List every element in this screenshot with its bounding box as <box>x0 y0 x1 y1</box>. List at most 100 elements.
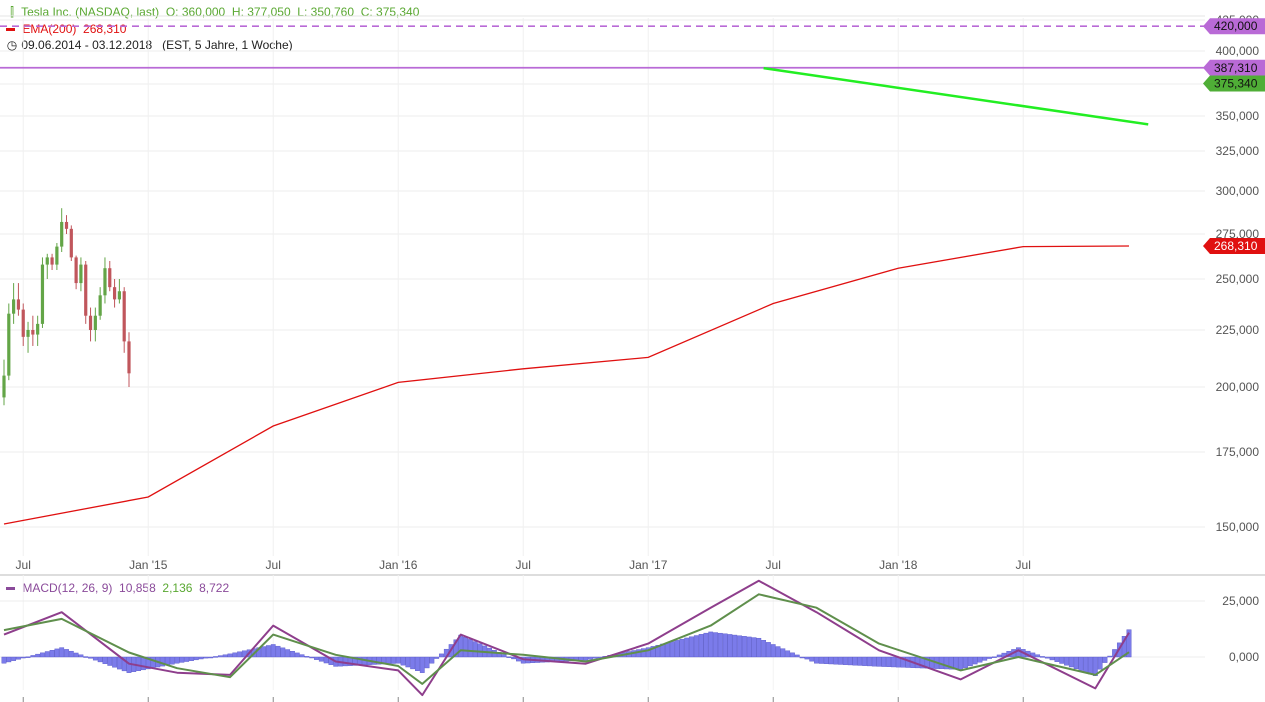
macd-histogram-bar <box>886 656 892 667</box>
macd-histogram-bar <box>1016 647 1021 658</box>
macd-histogram-bar <box>463 637 468 658</box>
candle-body-down <box>16 299 21 310</box>
macd-histogram-bar <box>809 656 815 662</box>
macd-histogram-bar <box>766 642 771 658</box>
macd-histogram-bar <box>203 656 209 659</box>
macd-histogram-bar <box>1054 656 1060 662</box>
macd-histogram-bar <box>842 656 848 665</box>
macd-histogram-bar <box>991 656 997 658</box>
macd-histogram-bar <box>198 656 204 660</box>
macd-histogram-bar <box>309 656 315 659</box>
macd-histogram-bar <box>780 648 786 658</box>
badge-shape <box>1203 59 1265 76</box>
candle-body-up <box>93 315 97 330</box>
macd-histogram-bar <box>160 656 166 667</box>
macd-histogram-bar <box>501 654 507 658</box>
macd-histogram-bar <box>698 634 704 658</box>
price-tick-label: 400,000 <box>1216 44 1260 58</box>
macd-histogram-bar <box>790 652 795 658</box>
macd-histogram-bar <box>179 656 185 663</box>
macd-histogram-bar <box>237 651 242 658</box>
signal-line <box>3 593 1130 685</box>
macd-histogram-bar <box>395 656 401 664</box>
macd-histogram-bar <box>506 656 512 658</box>
clock-icon: ◷ <box>6 38 18 52</box>
candle-body-up <box>26 330 30 337</box>
macd-tick-label: 25,000 <box>1222 594 1259 608</box>
macd-histogram-bar <box>112 656 117 668</box>
macd-histogram-bar <box>967 656 973 667</box>
macd-histogram-bar <box>88 656 93 659</box>
macd-histogram-bar <box>193 656 199 661</box>
candle-body-up <box>55 246 59 265</box>
macd-histogram-bar <box>987 656 992 659</box>
macd-histogram-bar <box>102 656 108 664</box>
trendline <box>763 66 1149 126</box>
candle-body-up <box>117 291 121 300</box>
macd-line <box>3 579 1130 697</box>
price-badge-ema: 268,310 <box>1203 238 1265 255</box>
candle-body-up <box>79 264 83 284</box>
macd-histogram-bar <box>814 656 819 664</box>
macd-histogram-bar <box>1097 656 1103 670</box>
candle-body-down <box>112 287 117 300</box>
macd-histogram-bar <box>881 656 887 667</box>
badge-shape <box>1203 238 1265 255</box>
ema-value: 268,310 <box>83 22 127 36</box>
candle-body-up <box>103 268 107 296</box>
candle-body-up <box>45 257 49 265</box>
macd-histogram-bar <box>376 656 382 665</box>
macd-histogram-bar <box>59 647 65 658</box>
macd-histogram-bar <box>472 641 478 658</box>
time-tick-label: Jan '18 <box>879 558 918 572</box>
price-tick-label: 150,000 <box>1216 520 1260 534</box>
macd-histogram-bar <box>169 656 175 665</box>
macd-histogram-bar <box>857 656 863 666</box>
macd-value-1: 10,858 <box>119 581 156 595</box>
badge-label: 387,310 <box>1214 61 1258 75</box>
macd-histogram-bar <box>342 656 348 667</box>
macd-histogram-bar <box>415 656 420 671</box>
candle-body-up <box>60 221 64 247</box>
badge-label: 268,310 <box>1214 239 1258 253</box>
ema-line <box>3 245 1130 525</box>
price-tick-label: 250,000 <box>1216 272 1260 286</box>
macd-histogram-bar <box>424 656 430 669</box>
macd-histogram-bar <box>785 650 791 658</box>
macd-histogram-bar <box>318 656 324 662</box>
macd-histogram-bar <box>25 656 31 658</box>
macd-histogram-bar <box>261 646 267 658</box>
candle-body-down <box>50 257 54 265</box>
macd-histogram-bar <box>429 656 435 664</box>
macd-histogram-bar <box>751 637 757 658</box>
range-note: (EST, 5 Jahre, 1 Woche) <box>162 38 293 52</box>
macd-histogram-bar <box>439 653 444 658</box>
macd-histogram-bar <box>708 631 714 658</box>
macd-histogram-bar <box>641 648 646 658</box>
price-tick-label: 175,000 <box>1216 445 1260 459</box>
macd-histogram-bar <box>145 656 151 670</box>
macd-histogram-bar <box>770 644 776 658</box>
macd-histogram-bar <box>891 656 896 668</box>
badge-shape <box>1203 75 1265 92</box>
macd-histogram-bar <box>737 635 742 658</box>
macd-histogram-bar <box>963 656 968 668</box>
date-range: 09.06.2014 - 03.12.2018 <box>21 38 153 52</box>
macd-histogram-bar <box>107 656 113 666</box>
legend-range: ◷ 09.06.2014 - 03.12.2018 (EST, 5 Jahre,… <box>6 38 293 52</box>
macd-histogram-bar <box>304 656 310 658</box>
macd-histogram-bar <box>1035 654 1041 658</box>
macd-histogram-bar <box>727 634 733 658</box>
macd-histogram-bar <box>352 656 358 666</box>
macd-histogram-bar <box>49 650 55 658</box>
macd-histogram-bar <box>270 644 276 658</box>
macd-histogram-bar <box>828 656 834 665</box>
macd-histogram-bar <box>266 645 271 658</box>
macd-histogram-bar <box>876 656 882 667</box>
macd-histogram-bar <box>982 656 988 661</box>
macd-histogram-bar <box>54 648 60 658</box>
macd-value-2: 2,136 <box>162 581 193 595</box>
macd-histogram-bar <box>756 637 762 658</box>
macd-histogram-bar <box>16 656 21 660</box>
